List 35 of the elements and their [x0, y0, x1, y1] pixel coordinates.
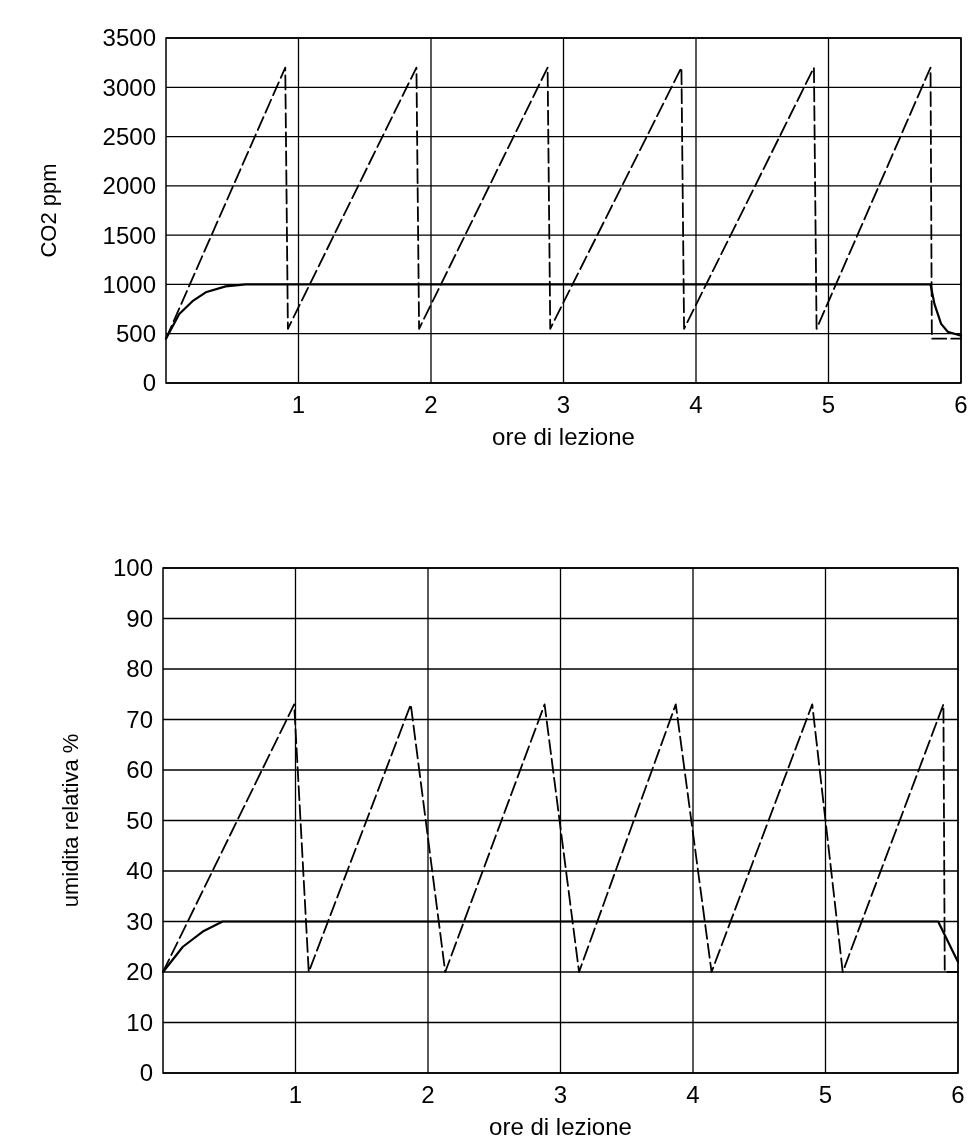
y-tick-label: 3500	[102, 24, 156, 52]
x-tick-label: 6	[951, 1081, 965, 1108]
x-tick-label: 3	[556, 391, 571, 418]
x-tick-label: 5	[818, 1081, 833, 1108]
x-tick-label: 2	[421, 1081, 435, 1108]
y-tick-label: 0	[139, 1059, 153, 1087]
y-tick-label: 1500	[102, 221, 156, 249]
y-tick-label: 0	[142, 369, 156, 397]
x-tick-label: 4	[686, 1081, 700, 1108]
y-tick-label: 2500	[102, 122, 156, 150]
x-tick-label: 4	[689, 391, 703, 418]
y-tick-label: 60	[126, 756, 153, 784]
x-tick-label: 5	[821, 391, 836, 418]
y-tick-label: 2000	[102, 172, 156, 200]
y-tick-label: 30	[126, 907, 153, 935]
x-axis-title: ore di lezione	[489, 1113, 632, 1140]
y-tick-label: 40	[126, 857, 153, 885]
y-axis-title: umidita relativa %	[58, 733, 83, 908]
y-tick-label: 70	[126, 705, 153, 733]
y-tick-label: 500	[115, 320, 156, 348]
y-axis-title: CO2 ppm	[36, 163, 61, 258]
y-tick-label: 10	[126, 1008, 153, 1036]
x-tick-label: 6	[954, 391, 968, 418]
y-tick-label: 50	[126, 806, 153, 834]
y-tick-label: 20	[126, 958, 153, 986]
x-tick-label: 2	[424, 391, 438, 418]
y-tick-label: 1000	[102, 270, 156, 298]
x-tick-label: 3	[553, 1081, 568, 1108]
y-tick-label: 3000	[102, 73, 156, 101]
x-tick-label: 1	[291, 391, 306, 418]
x-axis-title: ore di lezione	[492, 423, 635, 450]
y-tick-label: 90	[126, 604, 153, 632]
x-tick-label: 1	[288, 1081, 303, 1108]
y-tick-label: 80	[126, 655, 153, 683]
y-tick-label: 100	[112, 554, 153, 582]
